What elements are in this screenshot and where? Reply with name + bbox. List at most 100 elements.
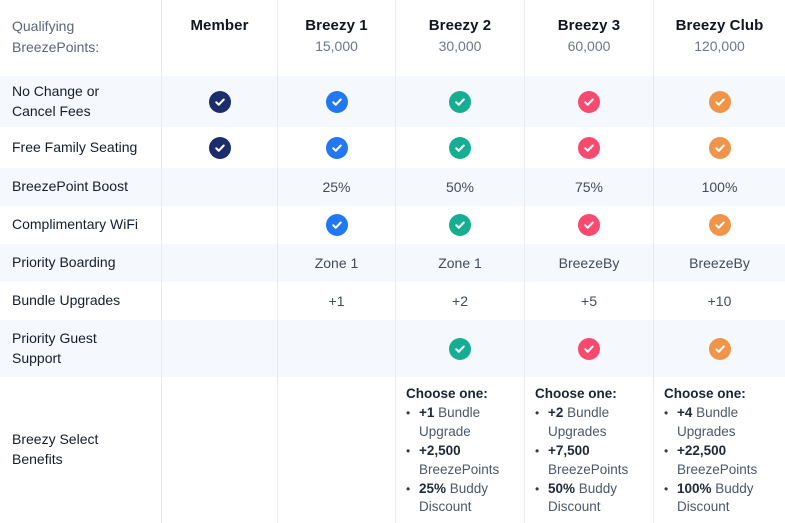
check-cell (524, 76, 653, 127)
bullet-icon: • (406, 443, 411, 458)
benefit-amount: +7,500 (548, 442, 590, 458)
empty-cell (161, 377, 277, 523)
benefit-item: • +1 Bundle Upgrade (406, 404, 518, 442)
benefit-desc: BreezePoints (548, 461, 629, 477)
benefit-text: 100% Buddy Discount (677, 480, 776, 518)
cell-value: Zone 1 (438, 255, 482, 271)
check-cell (395, 76, 524, 127)
cell-value: 100% (701, 179, 738, 195)
benefit-amount: +4 (677, 405, 693, 420)
benefits-list: • +1 Bundle Upgrade • +2,500 BreezePoints • 2… (406, 404, 518, 517)
cell-value: BreezeBy (558, 255, 620, 271)
cell-value: +2 (452, 293, 468, 309)
benefit-desc: Bundle Upgrades (548, 405, 610, 439)
benefits-cell: Choose one: • +1 Bundle Upgrade • +2,500 Bre… (395, 377, 524, 523)
cell-value: +5 (581, 293, 597, 309)
check-icon (708, 136, 731, 159)
benefits-list: • +4 Bundle Upgrades • +22,500 BreezePoints… (664, 404, 776, 517)
check-icon (208, 90, 231, 113)
tier-name: Member (190, 17, 249, 34)
check-cell (277, 76, 395, 127)
benefit-amount: +1 (419, 405, 435, 420)
benefit-item: • +22,500 BreezePoints (664, 442, 776, 480)
cell-value: BreezeBy (689, 255, 750, 271)
check-icon (578, 90, 600, 113)
check-icon (708, 214, 731, 236)
bullet-icon: • (664, 443, 669, 458)
check-icon (449, 90, 471, 113)
benefits-cell: Choose one: • +4 Bundle Upgrades • +22,500 B… (653, 377, 785, 523)
value-cell: Zone 1 (395, 244, 524, 282)
empty-cell (161, 282, 277, 320)
benefit-item: • +2,500 BreezePoints (406, 442, 518, 480)
value-cell: +5 (524, 282, 653, 320)
benefit-amount: 100% (677, 480, 712, 496)
benefits-list: • +2 Bundle Upgrades • +7,500 BreezePoints •… (535, 404, 647, 517)
check-cell (653, 127, 785, 168)
benefits-cell: Choose one: • +2 Bundle Upgrades • +7,500 Br… (524, 377, 653, 523)
cell-value: 50% (445, 179, 475, 195)
tier-name: Breezy 3 (557, 17, 621, 34)
bullet-icon: • (406, 406, 411, 420)
check-cell (277, 127, 395, 168)
choose-one-label: Choose one: (664, 386, 746, 401)
check-icon (449, 136, 471, 159)
check-icon (708, 90, 731, 113)
check-icon (708, 337, 731, 360)
check-cell (395, 206, 524, 244)
benefit-desc: Buddy Discount (548, 480, 618, 515)
column-header-member: Member (161, 0, 277, 76)
cell-value: Zone 1 (314, 255, 359, 271)
empty-cell (277, 377, 395, 523)
tier-points: 15,000 (315, 38, 358, 54)
check-cell (653, 320, 785, 377)
value-cell: Zone 1 (277, 244, 395, 282)
value-cell: +1 (277, 282, 395, 320)
row-label: Priority Guest Support (0, 320, 161, 377)
benefit-amount: 50% (548, 480, 576, 496)
check-cell (653, 76, 785, 127)
value-cell: BreezeBy (524, 244, 653, 282)
benefit-item: • +7,500 BreezePoints (535, 442, 647, 480)
benefit-text: +1 Bundle Upgrade (419, 404, 518, 442)
benefit-desc: BreezePoints (419, 461, 500, 477)
column-header-breezy-1: Breezy 1 15,000 (277, 0, 395, 76)
benefit-text: +22,500 BreezePoints (677, 442, 776, 480)
qualifying-points-label: Qualifying BreezePoints: (0, 0, 161, 76)
value-cell: +10 (653, 282, 785, 320)
tier-points: 120,000 (694, 38, 745, 54)
cell-value: 25% (322, 179, 351, 195)
bullet-icon: • (664, 481, 669, 496)
value-cell: BreezeBy (653, 244, 785, 282)
check-icon (325, 214, 348, 236)
benefit-text: +4 Bundle Upgrades (677, 404, 776, 442)
cell-value: +10 (707, 293, 732, 309)
value-cell: 25% (277, 168, 395, 206)
benefit-item: • +4 Bundle Upgrades (664, 404, 776, 442)
benefits-block: Choose one: • +4 Bundle Upgrades • +22,500 B… (664, 386, 776, 517)
check-icon (578, 214, 600, 236)
check-cell (524, 206, 653, 244)
bullet-icon: • (535, 406, 540, 420)
benefit-item: • +2 Bundle Upgrades (535, 404, 647, 442)
check-icon (449, 214, 471, 236)
column-header-breezy-3: Breezy 3 60,000 (524, 0, 653, 76)
check-cell (395, 320, 524, 377)
bullet-icon: • (406, 481, 411, 496)
benefit-desc: BreezePoints (677, 461, 758, 477)
benefit-desc: Bundle Upgrades (677, 405, 739, 439)
row-label: BreezePoint Boost (0, 168, 161, 206)
benefit-amount: +2,500 (419, 442, 461, 458)
benefits-block: Choose one: • +1 Bundle Upgrade • +2,500 Bre… (406, 386, 518, 517)
row-label: Bundle Upgrades (12, 292, 121, 309)
tier-points: 60,000 (567, 38, 611, 54)
benefit-desc: Buddy Discount (419, 480, 489, 515)
benefit-amount: +2 (548, 405, 564, 420)
check-cell (161, 76, 277, 127)
benefit-text: +7,500 BreezePoints (548, 442, 647, 480)
cell-value: +1 (328, 293, 345, 309)
check-icon (449, 337, 471, 360)
row-label: Complimentary WiFi (12, 216, 139, 233)
benefits-block: Choose one: • +2 Bundle Upgrades • +7,500 Br… (535, 386, 647, 517)
